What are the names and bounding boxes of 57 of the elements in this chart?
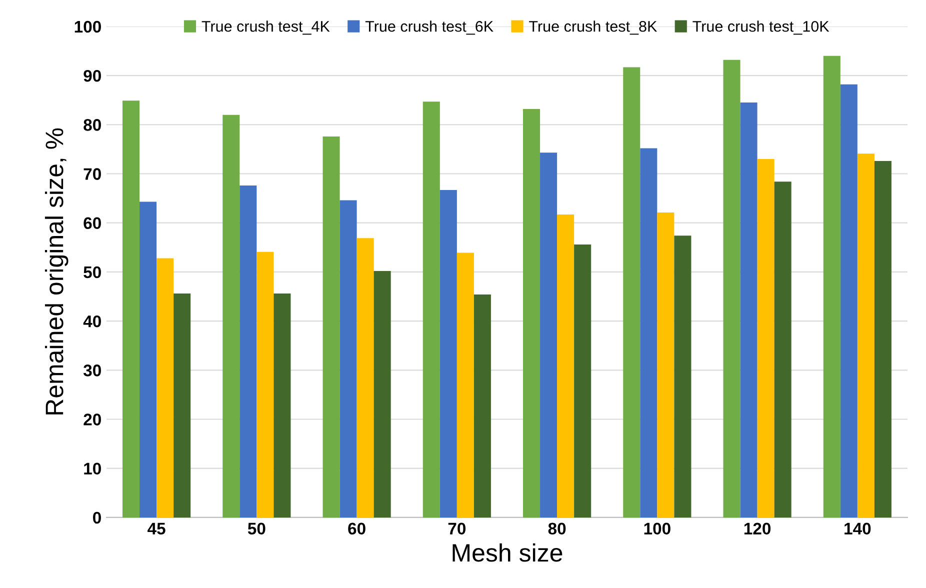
x-tick-label: 100: [644, 522, 670, 535]
bar: [774, 182, 792, 518]
bar: [723, 60, 740, 518]
bar: [156, 258, 174, 518]
bar: [356, 238, 374, 518]
x-tick-label: 120: [744, 522, 771, 535]
y-tick-label: 90: [84, 70, 101, 82]
y-tick-label: 20: [84, 414, 101, 426]
bar: [857, 154, 874, 518]
bar: [574, 244, 592, 518]
bar: [840, 84, 858, 518]
bar: [674, 236, 692, 518]
y-tick-label: 10: [84, 462, 101, 475]
bar: [122, 100, 140, 518]
legend-label: True crush test_4K: [202, 20, 330, 35]
legend-label: True crush test_10K: [692, 20, 830, 35]
bar: [557, 214, 574, 518]
bar: [374, 270, 391, 518]
bar: [422, 102, 440, 518]
x-tick-label: 80: [548, 522, 566, 535]
bar: [640, 148, 658, 518]
y-tick-label: 40: [83, 315, 101, 328]
x-tick-label: 45: [148, 522, 166, 535]
bar: [874, 160, 892, 518]
bar: [274, 294, 291, 518]
legend-label: True crush test_8K: [529, 20, 658, 35]
y-tick-label: 80: [84, 119, 101, 131]
y-tick-label: 70: [84, 168, 101, 180]
bar: [340, 200, 357, 518]
bar: [657, 212, 674, 518]
y-axis-title: Remained original size, %: [44, 128, 68, 414]
bar: [540, 152, 558, 518]
y-tick-label: 30: [83, 364, 101, 376]
bar: [140, 202, 157, 518]
bar: [623, 67, 640, 518]
bar: [322, 136, 340, 518]
x-tick-label: 140: [844, 522, 871, 535]
y-tick-label: 60: [84, 217, 101, 230]
bar: [456, 252, 474, 518]
x-tick-label: 50: [248, 522, 266, 535]
x-axis-title: Mesh size: [452, 543, 562, 562]
bar: [740, 102, 758, 518]
x-tick-label: 70: [448, 522, 466, 535]
bar: [757, 159, 774, 518]
y-tick-label: 100: [74, 20, 101, 33]
bar: [222, 114, 240, 518]
bar: [240, 186, 257, 518]
legend-label: True crush test_6K: [365, 20, 494, 35]
x-tick-label: 60: [348, 522, 366, 535]
bar: [174, 294, 191, 518]
bar: [256, 252, 274, 518]
y-tick-label: 0: [93, 512, 101, 524]
y-tick-label: 50: [84, 266, 101, 278]
bar: [823, 56, 840, 518]
bar: [474, 294, 491, 518]
bar: [440, 190, 457, 518]
bar: [523, 108, 540, 518]
